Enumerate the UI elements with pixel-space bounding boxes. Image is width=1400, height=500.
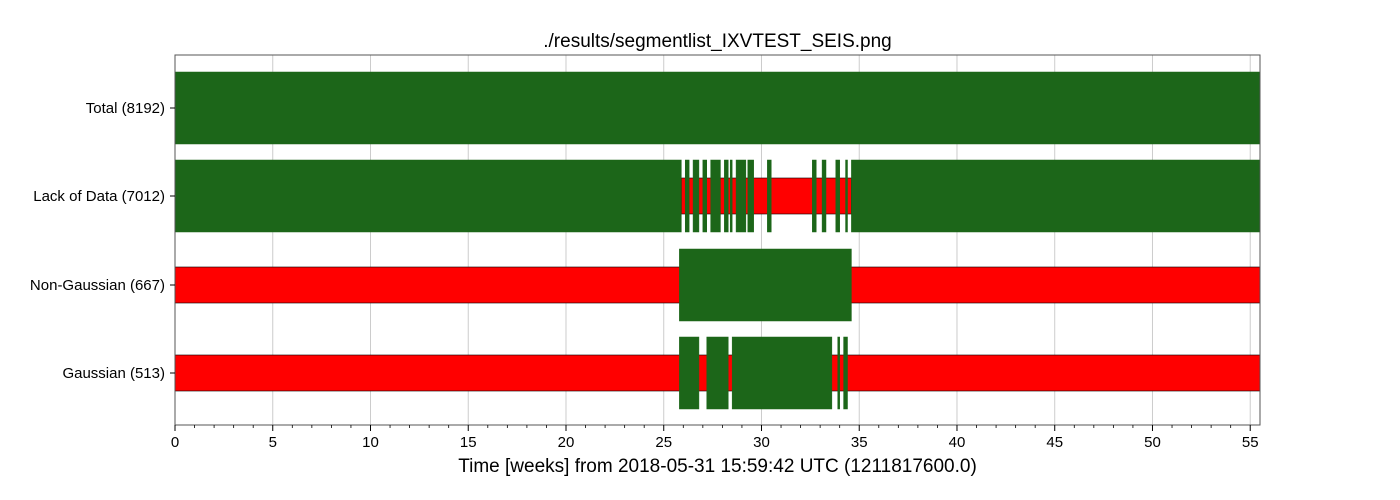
- active-segment: [729, 159, 733, 233]
- active-segment: [724, 159, 729, 233]
- active-segment: [845, 159, 848, 233]
- segments-layer: [174, 71, 1261, 410]
- active-segment: [710, 159, 721, 233]
- active-segment: [174, 159, 682, 233]
- x-tick-label: 0: [171, 434, 179, 451]
- active-segment: [706, 336, 729, 410]
- x-axis-label: Time [weeks] from 2018-05-31 15:59:42 UT…: [458, 456, 977, 477]
- x-tick-label: 25: [655, 434, 672, 451]
- active-segment: [835, 159, 840, 233]
- row-label: Gaussian (513): [62, 365, 165, 382]
- active-segment: [679, 336, 700, 410]
- active-segment: [812, 159, 817, 233]
- x-tick-label: 35: [851, 434, 868, 451]
- x-tick-label: 40: [949, 434, 966, 451]
- x-tick-label: 20: [558, 434, 575, 451]
- active-segment: [692, 159, 700, 233]
- active-segment: [684, 159, 690, 233]
- row-label: Non-Gaussian (667): [30, 277, 165, 294]
- x-axis: 0 5 10 15 20 25 30 35 40 45 50 55: [171, 425, 1259, 451]
- x-tick-label: 45: [1046, 434, 1063, 451]
- active-segment: [174, 71, 1261, 145]
- x-tick-label: 55: [1242, 434, 1259, 451]
- plot-frame: [174, 54, 1261, 426]
- active-segment: [821, 159, 827, 233]
- row-labels: Total (8192) Lack of Data (7012) Non-Gauss…: [30, 100, 175, 382]
- active-segment: [702, 159, 707, 233]
- x-tick-label: 10: [362, 434, 379, 451]
- active-segment: [851, 159, 1261, 233]
- chart-title: ./results/segmentlist_IXVTEST_SEIS.png: [543, 31, 892, 52]
- active-segment: [843, 336, 848, 410]
- active-segment: [767, 159, 772, 233]
- active-segment: [747, 159, 754, 233]
- active-segment: [731, 336, 833, 410]
- x-tick-label: 50: [1144, 434, 1161, 451]
- x-tick-label: 15: [460, 434, 477, 451]
- active-segment: [735, 159, 747, 233]
- active-segment: [679, 248, 852, 322]
- row-label: Lack of Data (7012): [33, 188, 165, 205]
- x-tick-label: 30: [753, 434, 770, 451]
- active-segment: [837, 336, 840, 410]
- row-label: Total (8192): [86, 100, 165, 117]
- x-tick-label: 5: [269, 434, 277, 451]
